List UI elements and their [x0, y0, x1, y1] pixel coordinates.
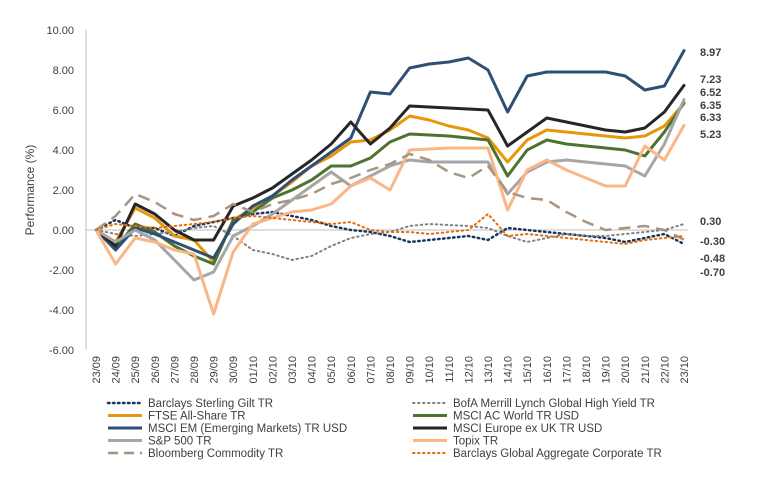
x-tick-label: 10/10 [424, 356, 436, 384]
x-tick-label: 08/10 [385, 356, 397, 384]
end-value-label: -0.30 [700, 236, 725, 248]
x-tick-label: 14/10 [503, 356, 515, 384]
x-tick-label: 24/09 [111, 356, 123, 384]
x-tick-label: 07/10 [365, 356, 377, 384]
end-value-labels: 8.97 7.236.526.356.33 5.23 0.30 -0.30 -0.48 -0… [700, 47, 725, 279]
series-line-7 [94, 123, 686, 316]
x-tick-label: 04/10 [307, 356, 319, 384]
x-tick-label: 17/10 [561, 356, 573, 384]
x-tick-label: 11/10 [444, 356, 456, 383]
legend-label: MSCI AC World TR USD [453, 411, 579, 423]
series-line-9 [95, 213, 685, 245]
y-tick-label: 8.00 [53, 65, 74, 77]
end-value-label: 0.30 [700, 216, 721, 228]
end-value-label: 8.97 [700, 47, 721, 59]
x-tick-label: 26/09 [150, 356, 162, 384]
x-tick-label: 23/10 [679, 356, 691, 384]
legend: Barclays Sterling Gilt TR BofA Merrill Ly… [106, 398, 662, 460]
end-value-label: 6.33 [700, 112, 721, 124]
end-value-label: 6.35 [700, 100, 721, 112]
x-tick-label: 23/09 [91, 356, 103, 384]
y-tick-label: -6.00 [49, 345, 74, 357]
x-tick-label: 30/09 [228, 356, 240, 384]
series-line-8 [95, 152, 685, 241]
series-line-0 [94, 210, 686, 246]
x-tick-label: 06/10 [346, 356, 358, 384]
x-axis-ticks: 23/09 24/09 25/09 26/09 27/09 28/09 29/09 30/09… [91, 356, 691, 384]
series-line-4 [94, 49, 686, 260]
x-tick-label: 20/10 [620, 356, 632, 384]
x-tick-label: 22/10 [659, 356, 671, 384]
series-line-1 [95, 223, 685, 261]
legend-label: S&P 500 TR [148, 436, 212, 448]
end-value-label: 5.23 [700, 129, 721, 141]
y-tick-label: -2.00 [49, 265, 74, 277]
end-value-label: 7.23 [700, 74, 721, 86]
x-tick-label: 21/10 [640, 356, 652, 384]
legend-label: Barclays Global Aggregate Corporate TR [453, 448, 662, 460]
y-axis-ticks: 10.00 8.00 6.00 4.00 2.00 0.00 -2.00 -4.00 -6.00 [46, 25, 74, 357]
x-tick-label: 05/10 [326, 356, 338, 384]
x-tick-label: 09/10 [405, 356, 417, 384]
x-tick-label: 19/10 [601, 356, 613, 384]
end-value-label: 6.52 [700, 87, 721, 99]
y-tick-label: 10.00 [46, 25, 74, 37]
y-tick-label: 2.00 [53, 185, 74, 197]
end-value-label: -0.70 [700, 267, 725, 279]
axes [85, 30, 688, 350]
legend-label: FTSE All-Share TR [148, 411, 246, 423]
legend-label: BofA Merrill Lynch Global High Yield TR [453, 398, 655, 410]
y-tick-label: 4.00 [53, 145, 74, 157]
legend-label: Bloomberg Commodity TR [148, 448, 283, 460]
y-tick-label: -4.00 [49, 305, 74, 317]
x-tick-label: 13/10 [483, 356, 495, 384]
series-line-5 [94, 83, 686, 248]
end-value-label: -0.48 [700, 253, 725, 265]
x-tick-label: 16/10 [542, 356, 554, 384]
x-tick-label: 01/10 [248, 356, 260, 384]
legend-label: MSCI EM (Emerging Markets) TR USD [148, 423, 347, 435]
x-tick-label: 18/10 [581, 356, 593, 384]
y-tick-label: 0.00 [53, 225, 74, 237]
y-axis-label: Performance (%) [23, 145, 37, 236]
x-tick-label: 27/09 [169, 356, 181, 384]
y-tick-label: 6.00 [53, 105, 74, 117]
series-lines [94, 49, 686, 316]
x-tick-label: 12/10 [463, 356, 475, 384]
legend-label: Barclays Sterling Gilt TR [148, 398, 273, 410]
legend-label: Topix TR [453, 436, 498, 448]
x-tick-label: 25/09 [130, 356, 142, 384]
series-line-6 [94, 98, 686, 282]
x-tick-label: 28/09 [189, 356, 201, 384]
x-tick-label: 03/10 [287, 356, 299, 384]
x-tick-label: 29/09 [209, 356, 221, 384]
legend-label: MSCI Europe ex UK TR USD [453, 423, 602, 435]
x-tick-label: 15/10 [522, 356, 534, 384]
x-tick-label: 02/10 [267, 356, 279, 384]
